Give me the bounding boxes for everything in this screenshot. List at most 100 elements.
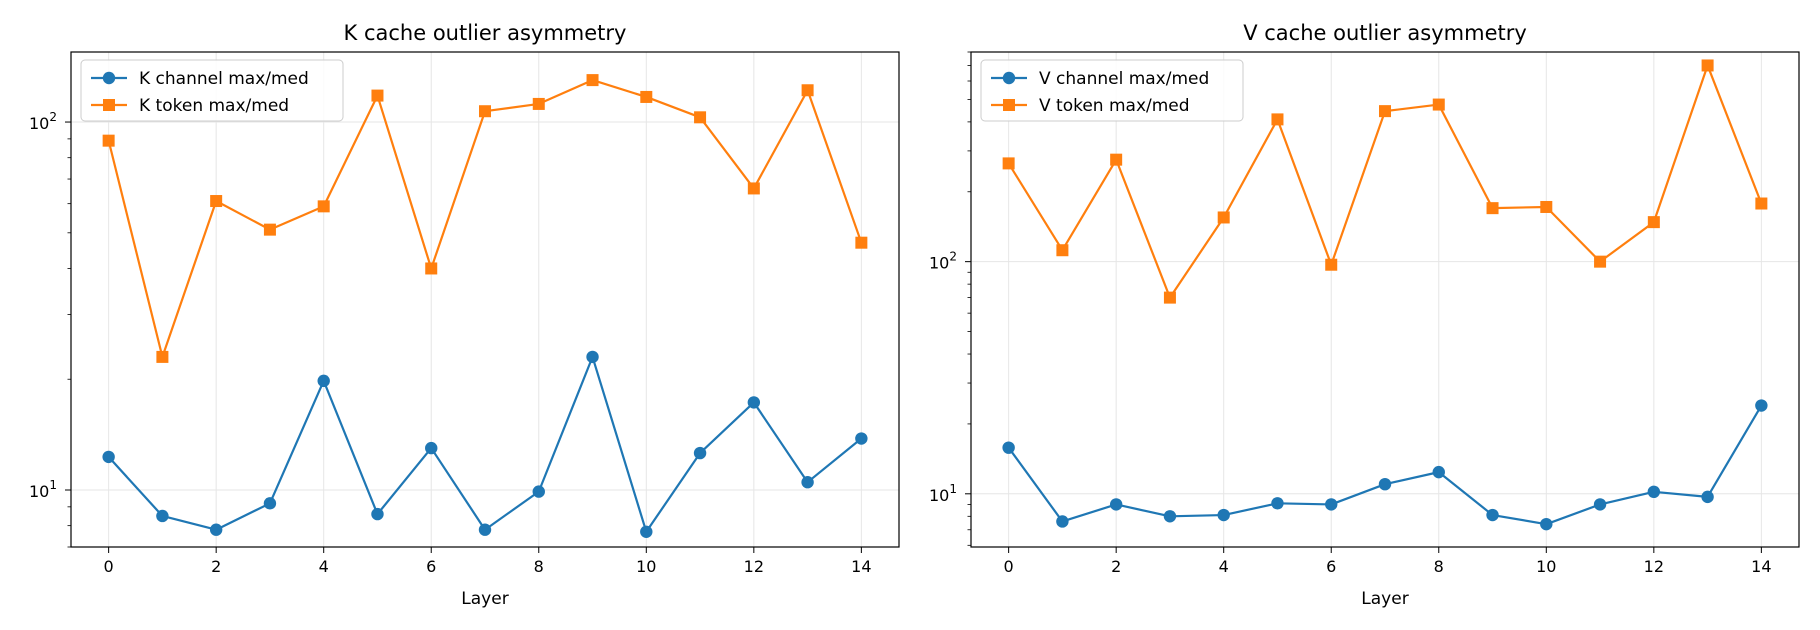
data-point xyxy=(263,497,277,510)
data-point xyxy=(855,432,868,445)
data-point xyxy=(694,111,707,124)
data-point xyxy=(1755,399,1768,412)
data-point xyxy=(1271,113,1284,126)
data-point xyxy=(855,236,868,249)
data-point xyxy=(532,97,545,110)
data-point xyxy=(1593,498,1607,511)
chart-title: K cache outlier asymmetry xyxy=(344,21,627,45)
data-point xyxy=(1217,211,1230,224)
data-point xyxy=(1701,59,1714,72)
data-point xyxy=(1378,477,1392,491)
x-tick-label: 0 xyxy=(1004,557,1014,576)
series-square xyxy=(102,74,868,363)
data-point xyxy=(479,105,491,118)
data-point xyxy=(1701,490,1714,504)
legend-label: K channel max/med xyxy=(139,69,309,89)
data-point xyxy=(1594,255,1607,268)
x-tick-label: 14 xyxy=(1751,557,1771,576)
data-point xyxy=(1647,216,1660,229)
data-point xyxy=(586,350,599,364)
legend-label: V channel max/med xyxy=(1039,69,1209,89)
series-circle xyxy=(1002,399,1768,531)
data-point xyxy=(747,396,761,409)
legend-marker xyxy=(103,99,115,111)
series-circle xyxy=(102,350,868,538)
series-square xyxy=(1002,59,1768,304)
data-point xyxy=(371,507,384,521)
v-cache-chart: V cache outlier asymmetry Layer 0 2 4 6 8 10 1… xyxy=(929,21,1800,609)
x-tick-label: 14 xyxy=(851,557,871,576)
data-point xyxy=(1486,202,1499,215)
x-tick-label: 10 xyxy=(636,557,656,576)
x-tick-label: 2 xyxy=(211,557,221,576)
legend-marker xyxy=(102,71,116,85)
legend-box xyxy=(980,59,1244,122)
y-tick-exponent: 1 xyxy=(49,478,57,492)
y-tick-exponent: 1 xyxy=(949,482,957,496)
x-axis-label: Layer xyxy=(1361,589,1408,609)
data-point xyxy=(209,523,223,536)
chart-title: V cache outlier asymmetry xyxy=(1243,21,1527,45)
legend: K channel max/med K token max/med xyxy=(80,59,344,122)
data-point xyxy=(801,476,814,489)
grid xyxy=(971,52,1799,547)
data-point xyxy=(1486,508,1499,522)
data-point xyxy=(317,374,330,388)
legend: V channel max/med V token max/med xyxy=(980,59,1244,122)
data-point xyxy=(210,195,223,208)
legend-label: V token max/med xyxy=(1039,96,1190,116)
data-point xyxy=(1540,517,1553,531)
y-tick-exponent: 2 xyxy=(49,110,57,124)
data-point xyxy=(425,441,438,455)
data-point xyxy=(1647,485,1661,499)
data-point xyxy=(693,446,707,460)
x-tick-label: 8 xyxy=(1434,557,1444,576)
grid xyxy=(71,52,899,547)
x-tick-label: 4 xyxy=(1219,557,1229,576)
data-point xyxy=(532,485,545,498)
x-tick-label: 6 xyxy=(1326,557,1336,576)
x-tick-label: 2 xyxy=(1111,557,1121,576)
legend-label: K token max/med xyxy=(139,96,289,116)
data-point xyxy=(1002,441,1015,454)
x-tick-label: 4 xyxy=(319,557,329,576)
data-point xyxy=(102,134,115,147)
data-point xyxy=(801,84,814,97)
data-point xyxy=(1379,105,1391,118)
x-tick-label: 12 xyxy=(1644,557,1664,576)
data-point xyxy=(156,350,169,363)
data-point xyxy=(586,74,599,87)
data-point xyxy=(1325,498,1338,511)
data-point xyxy=(102,450,115,464)
data-point xyxy=(1163,291,1176,304)
data-point xyxy=(747,182,760,195)
data-point xyxy=(1432,98,1445,111)
data-point xyxy=(1109,498,1123,511)
data-point xyxy=(640,525,653,538)
x-axis-label: Layer xyxy=(461,589,508,609)
legend-box xyxy=(80,59,344,122)
data-point xyxy=(425,262,438,275)
data-point xyxy=(1432,465,1445,479)
x-tick-label: 12 xyxy=(744,557,764,576)
legend-marker xyxy=(1003,99,1015,111)
data-point xyxy=(1271,497,1284,510)
data-point xyxy=(1217,508,1230,522)
data-point xyxy=(1163,510,1177,523)
data-point xyxy=(1110,153,1123,166)
plot-frame xyxy=(970,51,1800,548)
data-point xyxy=(1755,197,1768,210)
data-point xyxy=(1056,515,1069,528)
x-tick-label: 6 xyxy=(426,557,436,576)
plot-frame xyxy=(70,51,900,548)
x-tick-label: 0 xyxy=(104,557,114,576)
legend-marker xyxy=(1002,71,1016,85)
x-tick-label: 8 xyxy=(534,557,544,576)
y-tick-exponent: 2 xyxy=(949,250,957,264)
data-point xyxy=(1540,200,1553,213)
data-point xyxy=(263,223,276,236)
data-point xyxy=(1325,258,1338,271)
data-point xyxy=(1056,244,1069,257)
